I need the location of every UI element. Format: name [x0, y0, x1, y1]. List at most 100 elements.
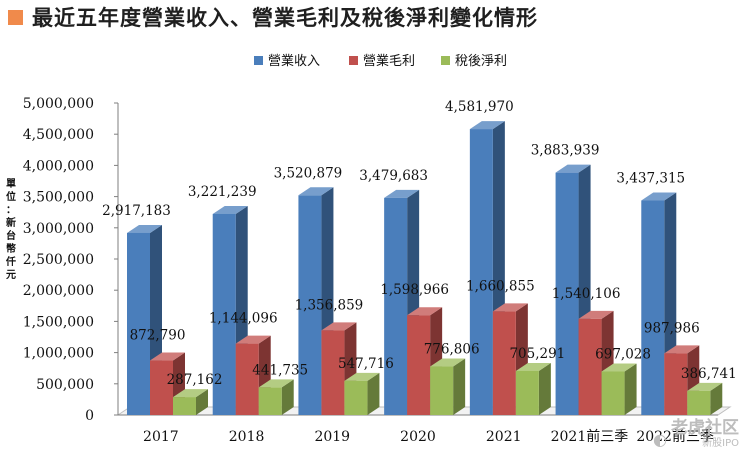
bar-side: [281, 379, 294, 415]
bar-front: [258, 387, 282, 415]
bar-front: [298, 195, 322, 415]
bar-top: [687, 382, 723, 391]
y-tick-label: 4,000,000: [23, 158, 94, 174]
bar-front: [430, 366, 454, 415]
data-label-2-5: 697,028: [595, 347, 651, 363]
bar-front: [235, 343, 259, 415]
data-label-2-3: 776,806: [424, 342, 480, 358]
bar-front: [173, 397, 196, 415]
data-label-0-6: 3,437,315: [616, 171, 685, 187]
bar-top: [321, 322, 357, 331]
bar-top: [515, 362, 551, 371]
bar-front: [384, 197, 408, 415]
bar-side: [367, 372, 380, 415]
bar-side: [453, 358, 466, 415]
tiger-logo-icon: ◐: [653, 430, 667, 449]
legend-swatch-1: [349, 56, 358, 65]
y-tick-label: 3,500,000: [23, 190, 94, 206]
x-tick-label: 2022前三季: [636, 428, 714, 445]
x-tick-label: 2020: [400, 429, 436, 445]
chart-title: 最近五年度營業收入、營業毛利及稅後淨利變化情形: [32, 6, 538, 30]
bar-front: [407, 315, 431, 415]
data-label-1-1: 1,144,096: [209, 311, 278, 327]
bar-front: [515, 370, 539, 415]
bar-top: [555, 164, 591, 173]
y-tick-label: 1,000,000: [23, 346, 94, 362]
data-label-2-0: 287,162: [167, 372, 223, 388]
bar-top: [664, 345, 700, 354]
bar-top: [150, 352, 185, 361]
bar-top: [430, 358, 466, 367]
bar-top: [469, 121, 505, 130]
data-label-2-1: 441,735: [252, 362, 308, 378]
watermark: ◐ 老虎社区 新股IPO: [653, 418, 739, 450]
y-tick-label: 1,500,000: [23, 314, 94, 330]
bar-front: [641, 200, 665, 415]
watermark-subtext: 新股IPO: [702, 438, 739, 449]
data-label-1-2: 1,356,859: [295, 297, 364, 313]
data-label-2-2: 547,716: [338, 356, 394, 372]
data-label-0-5: 3,883,939: [531, 143, 600, 159]
x-tick-label: 2017: [143, 429, 179, 445]
legend-label-0: 營業收入: [268, 53, 320, 69]
bar-front: [150, 360, 173, 415]
y-tick-label: 3,000,000: [23, 221, 94, 237]
bar-front: [127, 232, 150, 415]
bar-front: [687, 390, 711, 415]
bar-top: [384, 189, 420, 198]
bar-front: [344, 380, 368, 415]
bar-front: [578, 318, 602, 415]
bar-front: [321, 330, 345, 415]
bar-top: [173, 389, 208, 398]
bar-2-0: [173, 389, 208, 415]
bar-2-3: [430, 358, 466, 415]
data-label-0-3: 3,479,683: [359, 168, 428, 184]
y-tick-label: 4,500,000: [23, 127, 94, 143]
bar-front: [555, 172, 579, 415]
bar-top: [298, 187, 334, 196]
y-tick-label: 5,000,000: [23, 96, 94, 112]
bar-side: [710, 382, 723, 415]
y-tick-label: 2,000,000: [23, 283, 94, 299]
bar-front: [212, 213, 236, 415]
bar-top: [212, 205, 248, 214]
bar-top: [235, 335, 271, 344]
y-tick-label: 2,500,000: [23, 252, 94, 268]
data-label-0-1: 3,221,239: [188, 184, 257, 200]
unit-label: 單位：新台幣仟元: [6, 179, 16, 281]
data-label-1-6: 987,986: [644, 320, 700, 336]
data-label-0-2: 3,520,879: [274, 165, 343, 181]
data-label-1-3: 1,598,966: [380, 282, 449, 298]
x-tick-label: 2018: [229, 429, 265, 445]
data-label-2-6: 386,741: [681, 366, 737, 382]
data-label-1-4: 1,660,855: [466, 278, 535, 294]
data-label-1-0: 872,790: [130, 328, 186, 344]
bar-side: [624, 363, 637, 415]
bar-top: [258, 379, 294, 388]
data-label-0-0: 2,917,183: [102, 203, 171, 219]
data-label-1-5: 1,540,106: [552, 286, 621, 302]
bar-0-2: [298, 187, 334, 415]
bar-front: [492, 311, 516, 415]
bar-2-6: [687, 382, 723, 415]
bar-2-2: [344, 372, 380, 415]
data-label-2-4: 705,291: [509, 346, 565, 362]
bar-2-5: [601, 363, 637, 415]
y-tick-label: 500,000: [36, 377, 94, 393]
bar-2-1: [258, 379, 294, 415]
bar-front: [664, 353, 688, 415]
bar-top: [601, 363, 637, 372]
watermark-text: 老虎社区: [671, 418, 739, 438]
bar-top: [344, 372, 380, 381]
bar-top: [127, 224, 162, 233]
y-tick-label: 0: [85, 408, 94, 424]
legend-swatch-2: [441, 56, 450, 65]
legend-label-1: 營業毛利: [363, 53, 415, 69]
bar-front: [601, 371, 625, 415]
legend-swatch-0: [254, 56, 263, 65]
legend-label-2: 稅後淨利: [455, 54, 507, 69]
x-tick-label: 2019: [314, 429, 350, 445]
x-tick-label: 2021: [486, 429, 522, 445]
bar-top: [578, 310, 614, 319]
